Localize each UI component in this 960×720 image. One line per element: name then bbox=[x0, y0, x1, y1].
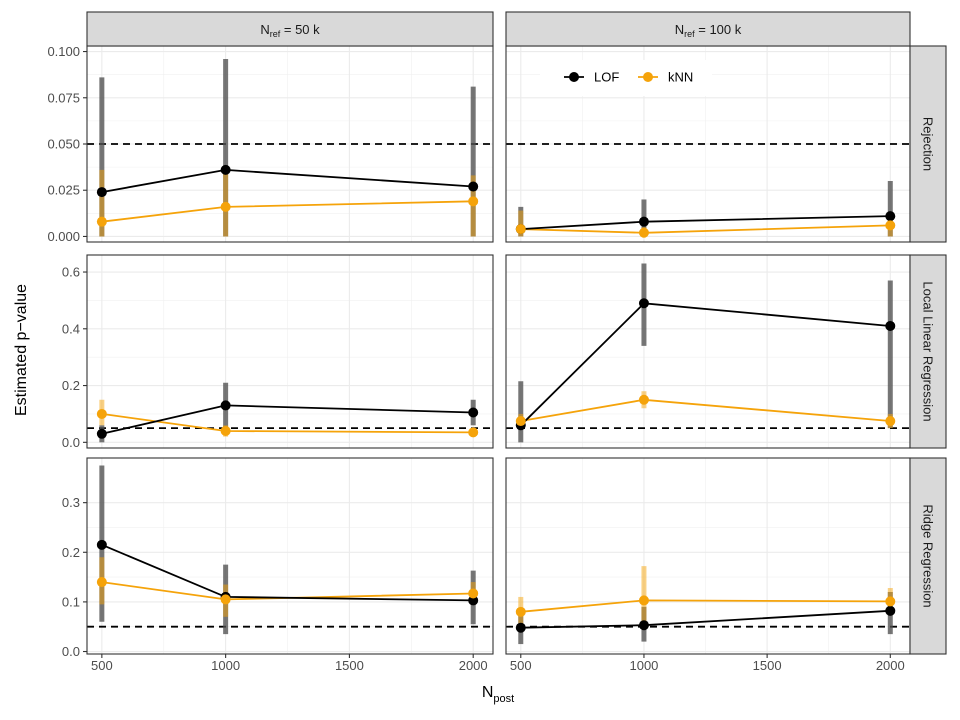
panel-data-r2-c0 bbox=[96, 465, 479, 635]
data-point-knn bbox=[468, 588, 479, 599]
x-tick-label: 1000 bbox=[629, 658, 658, 673]
y-tick-label: 0.0 bbox=[62, 644, 80, 659]
panel-data-r0-c1 bbox=[515, 180, 896, 238]
data-point-lof bbox=[96, 428, 107, 439]
data-point-lof bbox=[220, 400, 231, 411]
panel-border bbox=[86, 457, 494, 655]
y-tick-label: 0.2 bbox=[62, 378, 80, 393]
strip-bg bbox=[86, 11, 494, 47]
legend-bg bbox=[540, 60, 712, 96]
data-point-lof bbox=[96, 539, 107, 550]
data-point-knn bbox=[638, 394, 649, 405]
data-point-lof bbox=[468, 407, 479, 418]
y-tick-label: 0.075 bbox=[47, 90, 80, 105]
y-tick-label: 0.1 bbox=[62, 594, 80, 609]
data-point-knn bbox=[220, 201, 231, 212]
legend-label-knn: kNN bbox=[668, 70, 693, 85]
strip-bg bbox=[909, 45, 947, 243]
data-point-knn bbox=[885, 416, 896, 427]
facet-strip-col-0: Nref = 50 k bbox=[86, 11, 494, 47]
x-tick-label: 2000 bbox=[876, 658, 905, 673]
data-point-lof bbox=[885, 320, 896, 331]
x-tick-label: 1500 bbox=[335, 658, 364, 673]
panel-bg bbox=[87, 458, 493, 654]
data-point-lof bbox=[885, 211, 896, 222]
y-tick-label: 0.6 bbox=[62, 265, 80, 280]
panel-bg bbox=[87, 255, 493, 448]
strip-bg bbox=[505, 11, 911, 47]
x-tick-label: 1500 bbox=[753, 658, 782, 673]
strip-bg bbox=[909, 254, 947, 449]
facet-strip-row-1: Local Linear Regression bbox=[909, 254, 947, 449]
data-point-knn bbox=[468, 427, 479, 438]
data-point-lof bbox=[220, 164, 231, 175]
data-point-lof bbox=[468, 181, 479, 192]
data-point-lof bbox=[638, 216, 649, 227]
data-point-lof bbox=[468, 595, 479, 606]
panel-data-r2-c1 bbox=[515, 566, 896, 645]
legend-key-point-lof bbox=[569, 72, 579, 82]
data-point-knn bbox=[96, 577, 107, 588]
x-axis-title: Npost bbox=[482, 684, 514, 705]
data-point-knn bbox=[885, 596, 896, 607]
y-tick-label: 0.050 bbox=[47, 137, 80, 152]
facet-strip-col-1: Nref = 100 k bbox=[505, 11, 911, 47]
panel-data-r0-c0 bbox=[96, 58, 479, 237]
x-tick-label: 500 bbox=[510, 658, 532, 673]
data-point-knn bbox=[515, 606, 526, 617]
panel-data-r1-c1 bbox=[515, 263, 896, 443]
panel-r1-c1 bbox=[506, 255, 910, 448]
panel-bg bbox=[506, 458, 910, 654]
data-point-knn bbox=[515, 416, 526, 427]
panel-r2-c0 bbox=[87, 458, 493, 654]
panel-r1-c0 bbox=[87, 255, 493, 448]
y-axis-title: Estimated p−value bbox=[13, 284, 30, 416]
strip-label: Ridge Regression bbox=[921, 504, 936, 607]
strip-label: Nref = 100 k bbox=[675, 22, 742, 39]
x-tick-label: 500 bbox=[91, 658, 113, 673]
strip-bg bbox=[909, 457, 947, 655]
data-point-knn bbox=[96, 216, 107, 227]
data-point-knn bbox=[220, 594, 231, 605]
y-tick-label: 0.4 bbox=[62, 321, 80, 336]
data-point-lof bbox=[885, 605, 896, 616]
y-tick-label: 0.0 bbox=[62, 435, 80, 450]
facet-strip-row-2: Ridge Regression bbox=[909, 457, 947, 655]
y-tick-label: 0.2 bbox=[62, 545, 80, 560]
legend: LOF kNN bbox=[540, 60, 712, 96]
data-point-knn bbox=[885, 220, 896, 231]
y-tick-label: 0.000 bbox=[47, 229, 80, 244]
y-tick-label: 0.025 bbox=[47, 183, 80, 198]
y-tick-label: 0.3 bbox=[62, 495, 80, 510]
legend-key-point-knn bbox=[643, 72, 653, 82]
panel-data-r1-c0 bbox=[96, 382, 479, 443]
data-point-lof bbox=[96, 187, 107, 198]
strip-label: Nref = 50 k bbox=[260, 22, 320, 39]
strip-label: Local Linear Regression bbox=[921, 281, 936, 421]
data-point-knn bbox=[638, 595, 649, 606]
data-point-knn bbox=[96, 408, 107, 419]
data-point-lof bbox=[638, 298, 649, 309]
data-point-knn bbox=[638, 227, 649, 238]
data-point-knn bbox=[515, 224, 526, 235]
panel-border bbox=[86, 254, 494, 449]
strip-label: Rejection bbox=[921, 117, 936, 171]
data-point-knn bbox=[220, 425, 231, 436]
data-point-knn bbox=[468, 196, 479, 207]
x-tick-label: 1000 bbox=[211, 658, 240, 673]
panel-bg bbox=[506, 255, 910, 448]
x-tick-label: 2000 bbox=[459, 658, 488, 673]
legend-label-lof: LOF bbox=[594, 70, 619, 85]
facet-strip-row-0: Rejection bbox=[909, 45, 947, 243]
data-point-lof bbox=[638, 620, 649, 631]
data-point-lof bbox=[515, 622, 526, 633]
panel-r2-c1 bbox=[506, 458, 910, 654]
y-tick-label: 0.100 bbox=[47, 44, 80, 59]
